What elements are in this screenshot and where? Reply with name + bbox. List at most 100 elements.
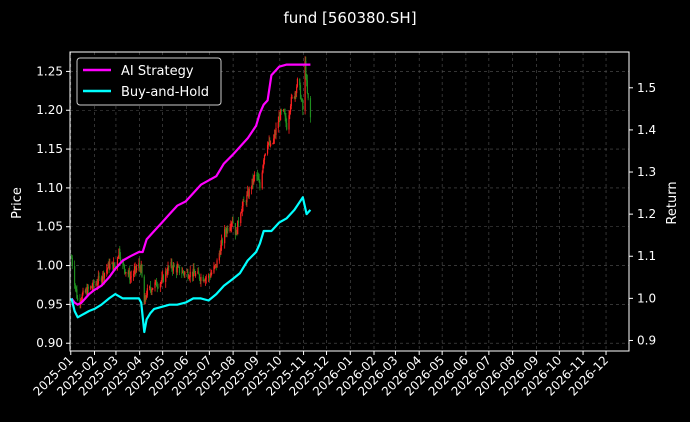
price-candle-body — [144, 296, 146, 305]
price-candle-body — [210, 274, 212, 278]
price-candle-body — [106, 268, 109, 270]
price-candle-body — [301, 99, 303, 102]
price-candle-body — [304, 61, 306, 111]
price-candle-body — [209, 276, 211, 278]
price-candle-body — [97, 276, 99, 284]
price-candle-body — [109, 264, 111, 269]
price-candle-body — [296, 78, 299, 87]
price-candle-body — [87, 286, 89, 296]
price-candle-body — [91, 287, 93, 289]
price-candle-body — [132, 273, 135, 277]
price-candle-body — [232, 221, 234, 224]
price-candle-body — [299, 78, 301, 86]
price-candle-body — [188, 277, 190, 279]
price-candle-body — [170, 262, 172, 267]
price-candle-body — [93, 281, 95, 286]
price-candle-body — [161, 277, 163, 282]
price-candle-body — [188, 277, 191, 278]
price-candle-body — [264, 153, 266, 156]
price-candle-body — [286, 122, 288, 130]
price-candle-body — [240, 211, 243, 214]
price-candle-body — [145, 296, 147, 298]
price-candle-body — [74, 285, 76, 287]
y-right-tick-label: 1.1 — [637, 249, 656, 263]
price-candle-body — [213, 266, 215, 273]
price-candle-body — [127, 272, 129, 275]
price-candle-body — [234, 223, 237, 235]
price-candle-body — [135, 266, 137, 271]
price-candle-body — [152, 288, 154, 290]
price-candle-body — [184, 272, 186, 275]
price-candle-body — [151, 289, 153, 292]
price-candle-body — [101, 278, 103, 282]
price-candle-body — [208, 275, 210, 278]
price-candle-body — [275, 128, 277, 135]
price-candle-body — [299, 85, 302, 99]
price-candle-body — [133, 269, 135, 274]
price-candle-body — [300, 98, 302, 100]
price-candle-body — [283, 109, 285, 111]
price-candle-body — [252, 178, 254, 183]
price-candle-body — [96, 283, 98, 285]
price-candle-body — [155, 280, 157, 283]
price-candle-body — [159, 283, 161, 288]
price-candle-body — [173, 265, 175, 267]
price-candle-body — [157, 286, 159, 288]
price-candle-body — [306, 77, 308, 81]
price-candle-body — [220, 245, 222, 255]
price-candle-body — [123, 263, 125, 265]
price-candle-body — [204, 278, 207, 281]
price-candle-body — [87, 286, 89, 289]
price-candle-body — [108, 263, 110, 269]
price-candle-body — [113, 262, 115, 270]
price-candle-body — [165, 271, 167, 282]
price-candle-body — [214, 265, 216, 267]
price-candle-body — [284, 113, 286, 117]
price-candle-body — [230, 226, 232, 228]
price-candle-body — [237, 220, 239, 235]
price-candle-body — [237, 220, 240, 224]
price-candle-body — [277, 122, 279, 129]
price-candle-body — [139, 267, 142, 273]
price-candle-body — [103, 272, 105, 279]
price-candle-body — [172, 265, 174, 271]
price-candle-body — [178, 266, 180, 268]
y-left-label: Price — [10, 187, 25, 219]
price-candle-body — [75, 286, 77, 290]
price-candle-body — [77, 298, 79, 300]
price-candle-body — [191, 271, 194, 277]
price-candle-body — [171, 262, 173, 269]
price-candle-body — [274, 133, 276, 135]
price-candle-body — [236, 231, 238, 235]
y-left-tick-label: 1.20 — [36, 103, 63, 117]
price-candle-body — [199, 278, 201, 281]
price-candle-body — [194, 273, 197, 276]
price-candle-body — [305, 61, 307, 78]
y-left-tick-label: 1.15 — [36, 142, 63, 156]
price-candle-body — [214, 264, 217, 266]
y-left-tick-label: 0.90 — [36, 336, 63, 350]
price-candle-body — [208, 275, 210, 277]
price-candle-body — [149, 286, 151, 289]
price-candle-body — [211, 272, 213, 275]
price-candle-body — [118, 248, 120, 257]
price-candle-body — [247, 191, 249, 195]
price-candle-body — [76, 289, 78, 299]
price-candle-body — [124, 269, 126, 273]
price-candle-body — [165, 271, 168, 274]
price-candle-body — [125, 272, 127, 273]
price-candle-body — [215, 264, 217, 268]
price-candle-body — [92, 281, 94, 288]
price-candle-body — [229, 227, 231, 232]
price-candle-body — [162, 275, 164, 278]
price-candle-body — [80, 299, 83, 301]
price-candle-body — [166, 273, 168, 275]
y-left-tick-label: 0.95 — [36, 297, 63, 311]
legend-label-ai-strategy: AI Strategy — [121, 64, 194, 79]
y-right-tick-label: 1.4 — [637, 123, 656, 137]
price-candle-body — [263, 155, 266, 160]
price-candle-body — [247, 191, 250, 197]
price-candle-body — [291, 96, 293, 98]
price-candle-body — [253, 174, 256, 177]
price-candle-body — [149, 286, 152, 290]
